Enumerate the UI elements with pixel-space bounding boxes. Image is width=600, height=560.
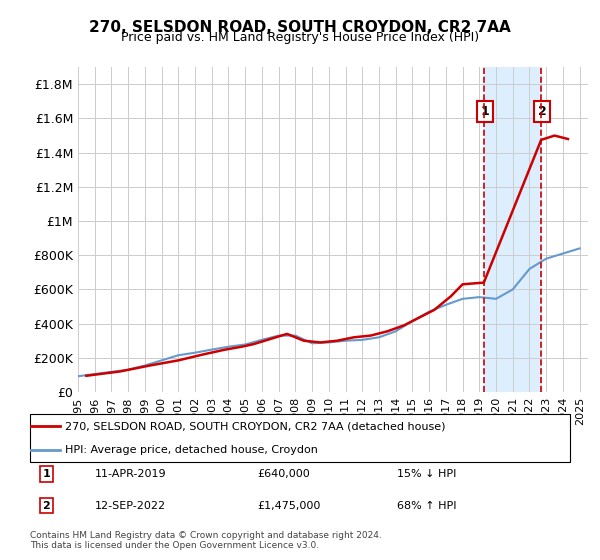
Text: 15% ↓ HPI: 15% ↓ HPI [397, 469, 457, 479]
Text: £1,475,000: £1,475,000 [257, 501, 320, 511]
FancyBboxPatch shape [30, 414, 570, 462]
Point [26, 447, 34, 454]
Text: 2: 2 [538, 105, 547, 118]
Text: Contains HM Land Registry data © Crown copyright and database right 2024.
This d: Contains HM Land Registry data © Crown c… [30, 530, 382, 550]
Text: 270, SELSDON ROAD, SOUTH CROYDON, CR2 7AA (detached house): 270, SELSDON ROAD, SOUTH CROYDON, CR2 7A… [65, 421, 446, 431]
Text: 68% ↑ HPI: 68% ↑ HPI [397, 501, 457, 511]
Point [56, 423, 64, 430]
Text: £640,000: £640,000 [257, 469, 310, 479]
Text: HPI: Average price, detached house, Croydon: HPI: Average price, detached house, Croy… [65, 445, 318, 455]
Point [56, 447, 64, 454]
Text: 12-SEP-2022: 12-SEP-2022 [95, 501, 166, 511]
Text: 270, SELSDON ROAD, SOUTH CROYDON, CR2 7AA: 270, SELSDON ROAD, SOUTH CROYDON, CR2 7A… [89, 20, 511, 35]
Text: 2: 2 [43, 501, 50, 511]
Text: 1: 1 [481, 105, 489, 118]
Bar [484, 67, 541, 392]
Text: 11-APR-2019: 11-APR-2019 [95, 469, 166, 479]
Point [26, 423, 34, 430]
Text: 1: 1 [43, 469, 50, 479]
Text: Price paid vs. HM Land Registry's House Price Index (HPI): Price paid vs. HM Land Registry's House … [121, 31, 479, 44]
